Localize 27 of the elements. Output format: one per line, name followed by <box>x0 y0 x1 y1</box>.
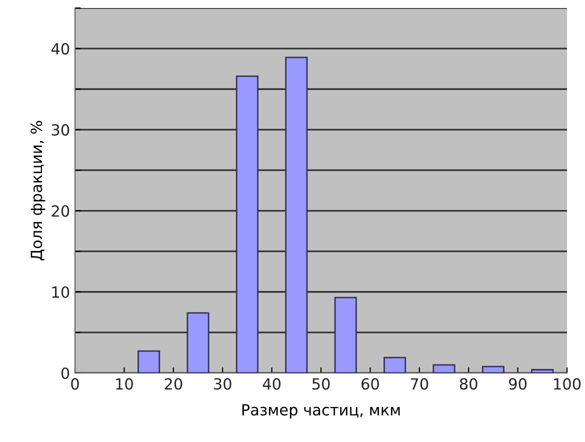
x-tick-label: 10 <box>116 378 133 390</box>
bar <box>285 56 308 373</box>
bar <box>432 364 456 373</box>
x-tick-label: 30 <box>214 378 232 390</box>
x-tick-label: 20 <box>164 378 182 390</box>
y-tick-label: 10 <box>52 286 70 298</box>
x-tick-label: 70 <box>410 378 428 390</box>
bar <box>236 75 258 373</box>
bar <box>531 369 554 373</box>
y-tick-label: 30 <box>52 124 70 136</box>
y-tick-label: 40 <box>51 43 70 55</box>
x-tick-label: 100 <box>554 378 581 390</box>
x-tick-label: 40 <box>262 378 281 390</box>
y-axis-title: Доля фракции, % <box>30 120 46 260</box>
x-tick-label: 0 <box>71 378 79 390</box>
bar <box>334 296 357 373</box>
x-tick-label: 90 <box>509 378 527 390</box>
x-tick-label: 80 <box>460 378 478 390</box>
x-axis-title: Размер частиц, мкм <box>242 404 400 419</box>
y-tick-label: 20 <box>52 205 70 217</box>
bar <box>138 350 160 373</box>
x-tick-label: 50 <box>312 378 330 390</box>
bar <box>186 312 210 373</box>
x-tick-label: 60 <box>362 378 379 390</box>
y-tick-label: 0 <box>61 367 70 380</box>
bar <box>384 356 406 373</box>
bar <box>482 366 504 373</box>
